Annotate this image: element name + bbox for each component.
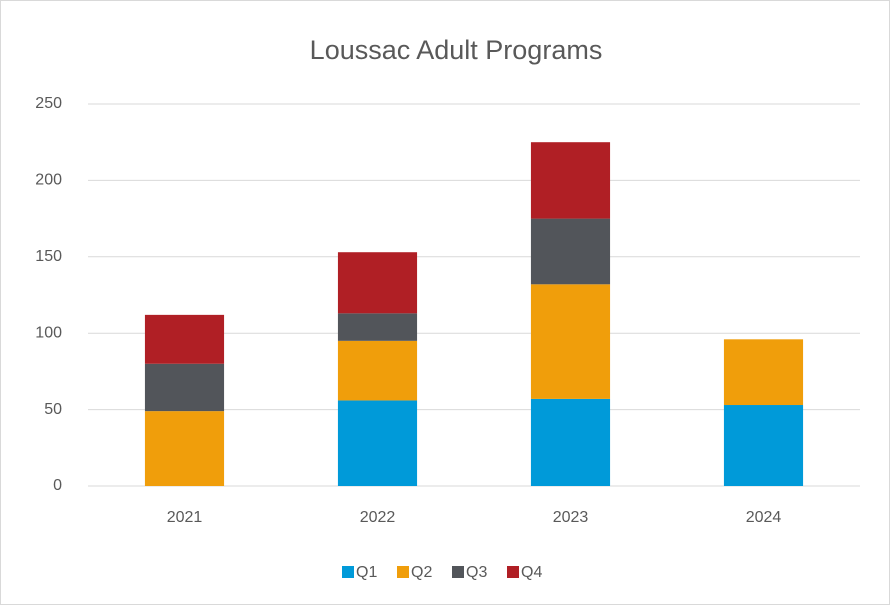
bar-segment xyxy=(337,400,418,486)
x-tick-label: 2024 xyxy=(746,509,782,526)
legend-label: Q2 xyxy=(411,564,432,581)
y-tick-label: 250 xyxy=(35,95,62,112)
bar-segment xyxy=(144,363,225,412)
legend-swatch xyxy=(342,566,354,578)
legend-swatch xyxy=(452,566,464,578)
y-tick-label: 50 xyxy=(44,401,62,418)
legend-swatch xyxy=(397,566,409,578)
y-tick-label: 200 xyxy=(35,172,62,189)
legend-label: Q1 xyxy=(356,564,377,581)
bar-segment xyxy=(144,314,225,364)
legend-label: Q3 xyxy=(466,564,487,581)
bar-segment xyxy=(144,411,225,486)
legend-swatch xyxy=(507,566,519,578)
bar-segment xyxy=(337,340,418,401)
bar-segment xyxy=(723,339,804,406)
bar-segment xyxy=(530,218,611,285)
legend-label: Q4 xyxy=(521,564,542,581)
bar-segment xyxy=(337,313,418,341)
y-tick-label: 100 xyxy=(35,324,62,341)
bar-segment xyxy=(530,142,611,219)
bar-segment xyxy=(530,398,611,486)
x-tick-label: 2023 xyxy=(553,509,589,526)
bar-segment xyxy=(723,405,804,486)
x-tick-label: 2022 xyxy=(360,509,396,526)
x-tick-label: 2021 xyxy=(167,509,203,526)
chart-title: Loussac Adult Programs xyxy=(310,35,603,65)
bar-segment xyxy=(337,252,418,314)
bar-segment xyxy=(530,284,611,399)
y-tick-label: 150 xyxy=(35,248,62,265)
y-tick-label: 0 xyxy=(53,477,62,494)
